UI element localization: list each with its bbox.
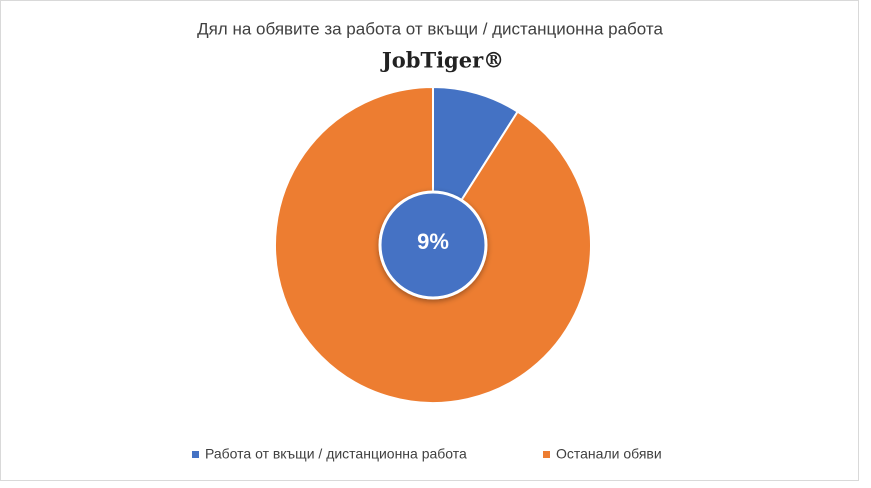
data-label: 9% — [417, 229, 449, 254]
data-label-bubble — [378, 190, 488, 300]
chart-title: Дял на обявите за работа от вкъщи / дист… — [197, 19, 663, 38]
logo: JobTiger® — [380, 48, 504, 73]
legend-swatch — [543, 451, 550, 458]
legend: Работа от вкъщи / дистанционна работа Ост… — [192, 446, 662, 462]
legend-label: Останали обяви — [556, 446, 662, 462]
legend-label: Работа от вкъщи / дистанционна работа — [205, 446, 467, 462]
pie: 9% — [274, 85, 592, 404]
legend-swatch — [192, 451, 199, 458]
